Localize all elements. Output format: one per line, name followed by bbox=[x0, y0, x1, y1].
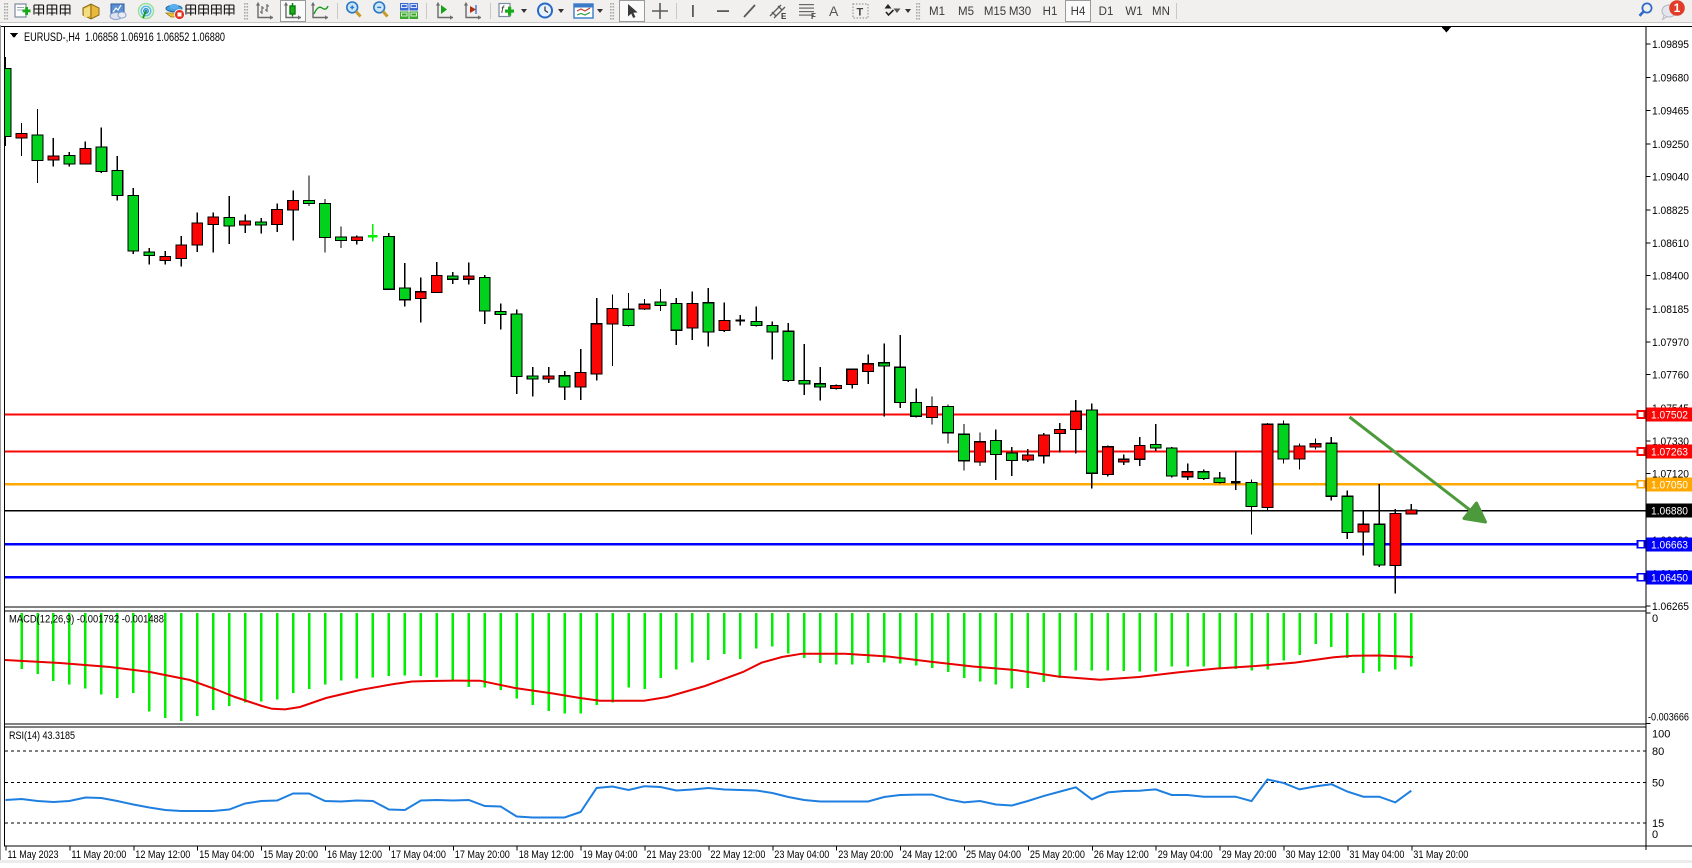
svg-text:1.08400: 1.08400 bbox=[1652, 271, 1689, 283]
svg-text:15 May 20:00: 15 May 20:00 bbox=[263, 849, 318, 861]
svg-text:1.08825: 1.08825 bbox=[1652, 205, 1689, 217]
svg-text:H4: H4 bbox=[1071, 6, 1086, 18]
svg-text:0: 0 bbox=[1652, 829, 1658, 841]
svg-text:31 May 20:00: 31 May 20:00 bbox=[1413, 849, 1468, 861]
svg-text:1.07050: 1.07050 bbox=[1651, 479, 1688, 491]
svg-text:100: 100 bbox=[1652, 729, 1670, 741]
svg-text:T: T bbox=[857, 7, 864, 19]
svg-text:11 May 2023: 11 May 2023 bbox=[8, 849, 59, 861]
svg-text:M5: M5 bbox=[958, 6, 974, 18]
svg-text:-0.003666: -0.003666 bbox=[1648, 712, 1689, 724]
svg-text:1.07760: 1.07760 bbox=[1652, 370, 1689, 382]
svg-text:H1: H1 bbox=[1043, 6, 1058, 18]
svg-text:23 May 20:00: 23 May 20:00 bbox=[838, 849, 893, 861]
svg-text:1.07970: 1.07970 bbox=[1652, 337, 1689, 349]
svg-text:1.08610: 1.08610 bbox=[1652, 238, 1689, 250]
svg-text:EURUSD-,H4 1.06858 1.06916 1.: EURUSD-,H4 1.06858 1.06916 1.06852 1.068… bbox=[24, 32, 225, 44]
svg-text:23 May 04:00: 23 May 04:00 bbox=[774, 849, 829, 861]
svg-text:M15: M15 bbox=[984, 6, 1006, 18]
svg-text:30 May 12:00: 30 May 12:00 bbox=[1286, 849, 1341, 861]
svg-text:12 May 12:00: 12 May 12:00 bbox=[135, 849, 190, 861]
svg-text:1.07502: 1.07502 bbox=[1651, 410, 1688, 422]
svg-text:25 May 20:00: 25 May 20:00 bbox=[1030, 849, 1085, 861]
svg-text:0: 0 bbox=[1652, 613, 1658, 625]
svg-text:RSI(14) 43.3185: RSI(14) 43.3185 bbox=[9, 730, 75, 742]
svg-text:80: 80 bbox=[1652, 746, 1664, 758]
svg-text:19 May 04:00: 19 May 04:00 bbox=[583, 849, 638, 861]
svg-text:1: 1 bbox=[1674, 1, 1681, 15]
svg-text:26 May 12:00: 26 May 12:00 bbox=[1094, 849, 1149, 861]
svg-text:1.07263: 1.07263 bbox=[1651, 447, 1688, 459]
svg-text:F: F bbox=[811, 12, 816, 21]
svg-text:W1: W1 bbox=[1125, 6, 1142, 18]
svg-text:15 May 04:00: 15 May 04:00 bbox=[199, 849, 254, 861]
svg-text:11 May 20:00: 11 May 20:00 bbox=[71, 849, 126, 861]
svg-text:1.09465: 1.09465 bbox=[1652, 106, 1689, 118]
svg-text:17 May 20:00: 17 May 20:00 bbox=[455, 849, 510, 861]
svg-text:1.09680: 1.09680 bbox=[1652, 73, 1689, 85]
svg-text:21 May 23:00: 21 May 23:00 bbox=[647, 849, 702, 861]
svg-text:MN: MN bbox=[1152, 6, 1170, 18]
svg-text:A: A bbox=[829, 3, 839, 19]
svg-text:25 May 04:00: 25 May 04:00 bbox=[966, 849, 1021, 861]
svg-text:1.09895: 1.09895 bbox=[1652, 39, 1689, 51]
svg-text:29 May 04:00: 29 May 04:00 bbox=[1158, 849, 1213, 861]
svg-text:1.06663: 1.06663 bbox=[1651, 539, 1688, 551]
svg-text:D1: D1 bbox=[1099, 6, 1114, 18]
svg-text:18 May 12:00: 18 May 12:00 bbox=[519, 849, 574, 861]
svg-text:MACD(12,26,9) -0.001792 -0.001: MACD(12,26,9) -0.001792 -0.001488 bbox=[9, 614, 164, 626]
svg-text:17 May 04:00: 17 May 04:00 bbox=[391, 849, 446, 861]
svg-text:1.06450: 1.06450 bbox=[1651, 572, 1688, 584]
svg-text:22 May 12:00: 22 May 12:00 bbox=[710, 849, 765, 861]
svg-text:1.06265: 1.06265 bbox=[1652, 601, 1689, 613]
svg-text:1.09040: 1.09040 bbox=[1652, 172, 1689, 184]
svg-text:1.09250: 1.09250 bbox=[1652, 139, 1689, 151]
svg-text:1.08185: 1.08185 bbox=[1652, 304, 1689, 316]
svg-text:50: 50 bbox=[1652, 778, 1664, 790]
svg-text:29 May 20:00: 29 May 20:00 bbox=[1222, 849, 1277, 861]
svg-text:16 May 12:00: 16 May 12:00 bbox=[327, 849, 382, 861]
svg-text:M1: M1 bbox=[929, 6, 945, 18]
svg-text:E: E bbox=[781, 12, 787, 21]
svg-text:M30: M30 bbox=[1009, 6, 1031, 18]
svg-text:31 May 04:00: 31 May 04:00 bbox=[1349, 849, 1404, 861]
svg-text:1.06880: 1.06880 bbox=[1651, 506, 1688, 518]
svg-text:24 May 12:00: 24 May 12:00 bbox=[902, 849, 957, 861]
